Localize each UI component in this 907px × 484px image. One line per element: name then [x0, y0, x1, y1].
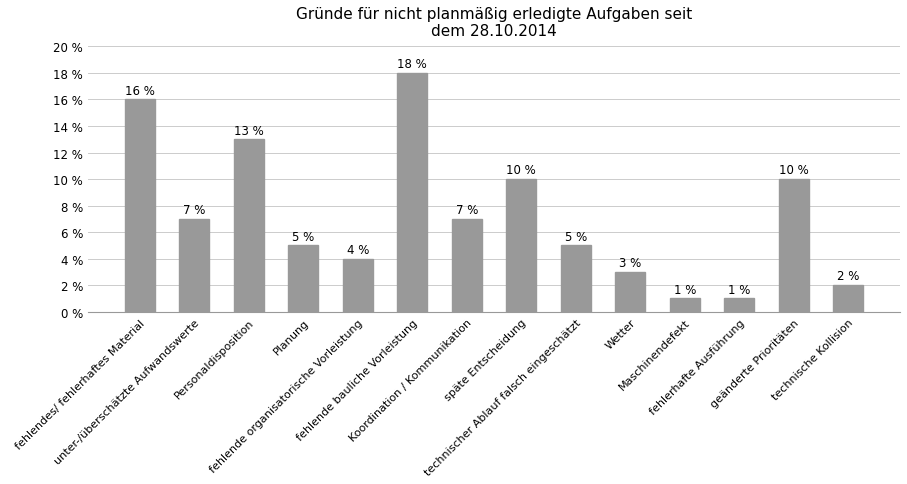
- Bar: [724, 299, 755, 312]
- Bar: [343, 259, 373, 312]
- Title: Gründe für nicht planmäßig erledigte Aufgaben seit
dem 28.10.2014: Gründe für nicht planmäßig erledigte Auf…: [296, 7, 692, 39]
- Text: 1 %: 1 %: [674, 283, 696, 296]
- Bar: [125, 100, 155, 312]
- Text: 4 %: 4 %: [346, 243, 369, 257]
- Text: 2 %: 2 %: [837, 270, 859, 283]
- Bar: [506, 180, 536, 312]
- Text: 18 %: 18 %: [397, 58, 427, 71]
- Text: 5 %: 5 %: [292, 230, 315, 243]
- Bar: [669, 299, 699, 312]
- Text: 10 %: 10 %: [779, 164, 808, 177]
- Bar: [397, 74, 427, 312]
- Text: 1 %: 1 %: [728, 283, 750, 296]
- Bar: [234, 140, 264, 312]
- Text: 16 %: 16 %: [125, 85, 155, 98]
- Text: 10 %: 10 %: [506, 164, 536, 177]
- Text: 7 %: 7 %: [455, 204, 478, 217]
- Text: 7 %: 7 %: [183, 204, 206, 217]
- Bar: [561, 246, 590, 312]
- Bar: [452, 219, 482, 312]
- Bar: [779, 180, 809, 312]
- Text: 13 %: 13 %: [234, 124, 264, 137]
- Bar: [834, 286, 863, 312]
- Text: 3 %: 3 %: [619, 257, 641, 270]
- Bar: [180, 219, 210, 312]
- Bar: [615, 272, 645, 312]
- Bar: [288, 246, 318, 312]
- Text: 5 %: 5 %: [565, 230, 587, 243]
